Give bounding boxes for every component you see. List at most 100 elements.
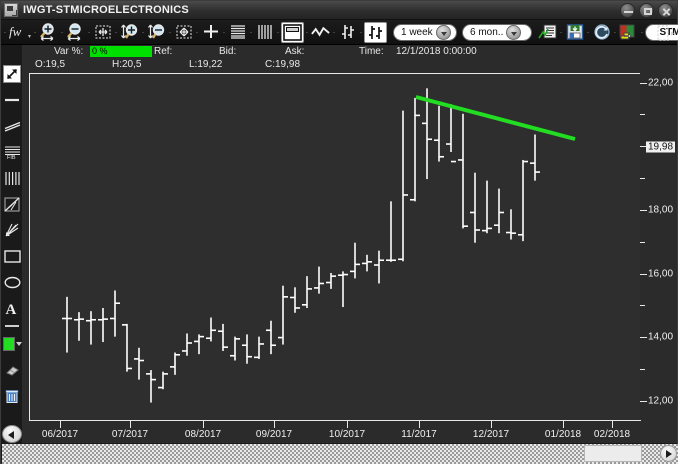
text-a-icon: A [4,301,20,316]
range-select[interactable]: 6 mon.. [462,23,532,41]
palette-divider [5,325,19,327]
color-swatch[interactable] [2,331,22,357]
chevron-down-icon[interactable] [435,24,451,40]
range-select-value: 6 mon.. [470,26,504,38]
date-tick-label: 10/2017 [328,429,366,440]
price-tick [640,337,647,339]
ohlc-bar [242,334,252,364]
period-select[interactable]: 1 week [393,23,457,41]
high-value: H:20,5 [112,59,142,70]
var-label: Var %: [54,46,84,57]
gann-fan-tool[interactable] [2,217,22,243]
fib-retracement-icon: FIB [4,145,21,159]
fibonacci-tool[interactable]: FIB [2,139,22,165]
ohlc-bar [482,180,492,234]
refresh-icon[interactable] [591,22,612,43]
price-tick [640,369,645,371]
toolbar-separator: · [168,27,172,37]
date-tick-label: 08/2017 [184,429,222,440]
chevron-down-icon[interactable] [506,24,522,40]
chart-plot-area[interactable] [29,73,640,420]
function-fw-icon[interactable]: fw [8,22,32,43]
price-tick [640,178,645,180]
svg-text:fw: fw [9,24,22,39]
line-chart-icon[interactable] [310,22,331,43]
ohlc-bar [374,250,384,284]
ohlc-bar [302,276,312,308]
horizontal-scrollbar[interactable] [2,444,678,464]
horizontal-grid-icon[interactable] [227,22,248,43]
quote-row-top: Var %: 0 % Ref: Bid: Ask: Time: 12/1/201… [22,45,677,58]
eraser-tool[interactable] [2,357,22,383]
save-icon[interactable] [564,22,585,43]
crosshair-icon[interactable] [200,22,221,43]
ohlc-bar [254,336,264,359]
chart-annotations[interactable] [30,74,640,420]
zoom-in-vertical-icon[interactable] [119,22,140,43]
arrow-resize-icon [3,65,21,83]
text-tool[interactable]: A [2,295,22,321]
toolbar-separator: · [305,27,309,37]
gann-box-tool[interactable] [2,191,22,217]
fit-horizontal-icon[interactable] [92,22,113,43]
fit-all-icon[interactable] [173,22,194,43]
fibonacci-time-tool[interactable] [2,165,22,191]
ohlc-bar [398,110,408,262]
window-controls [620,3,673,18]
zoom-out-horizontal-icon[interactable] [65,22,86,43]
bid-label: Bid: [219,46,237,57]
date-axis[interactable]: 06/2017 07/2017 08/2017 09/2017 10/2017 11/20… [29,420,678,443]
ohlc-bar [350,242,360,279]
chevron-down-icon[interactable] [16,341,22,347]
maximize-button[interactable] [639,3,654,18]
minimize-button[interactable] [620,3,635,18]
ohlc-bar [290,287,300,313]
scroll-right-icon[interactable] [660,445,677,462]
data-table-icon[interactable] [537,22,558,43]
rectangle-tool[interactable] [2,243,22,269]
vertical-lines-icon [4,171,20,186]
trendline[interactable] [415,95,576,141]
ohlc-bar [110,290,120,337]
title-bar[interactable]: IWGT-STMICROELECTRONICS [1,1,677,20]
time-label: Time: [359,46,384,57]
ohlc-bar [410,97,420,202]
price-tick-label: 18,00 [648,204,674,216]
date-tick [563,421,564,428]
close-button[interactable] [658,3,673,18]
ohlc-bar [230,336,240,361]
price-tick-label: 16,00 [648,268,674,280]
horizontal-line-tool[interactable] [2,87,22,113]
date-tick [612,421,613,428]
zoom-in-horizontal-icon[interactable] [38,22,59,43]
ellipse-tool[interactable] [2,269,22,295]
ellipse-icon [3,276,21,289]
chart-window-icon [4,3,18,17]
ohlc-bar [494,188,504,234]
toolbar-separator: · [33,27,37,37]
ohlc-bar [326,272,336,289]
quote-info-bar: Var %: 0 % Ref: Bid: Ask: Time: 12/1/201… [22,45,677,72]
pointer-tool[interactable] [2,61,22,87]
price-axis[interactable]: 12,00 14,00 16,00 18,00 22,00 19,98 [640,73,677,420]
scrollbar-thumb[interactable] [584,445,642,462]
date-tick [274,421,275,428]
zoom-out-vertical-icon[interactable] [146,22,167,43]
delete-all-tool[interactable] [2,383,22,409]
drawing-tools-palette: FIB [2,61,22,443]
vertical-grid-icon[interactable] [254,22,275,43]
current-price-badge: 19,98 [646,141,676,153]
ohlc-chart-icon[interactable] [364,21,387,43]
date-tick-label: 06/2017 [41,429,79,440]
export-icon[interactable] [618,22,639,43]
ohlc-bar [146,370,156,403]
candlestick-chart-icon[interactable] [281,21,304,43]
price-tick [640,241,645,243]
ohlc-bar [266,320,276,355]
bar-chart-icon[interactable] [337,22,358,43]
toolbar-overflow[interactable] [655,22,675,43]
eraser-icon [4,364,21,377]
color-swatch-icon[interactable] [3,337,15,351]
collapse-left-icon[interactable] [2,425,22,443]
trendline-channel-tool[interactable] [2,113,22,139]
